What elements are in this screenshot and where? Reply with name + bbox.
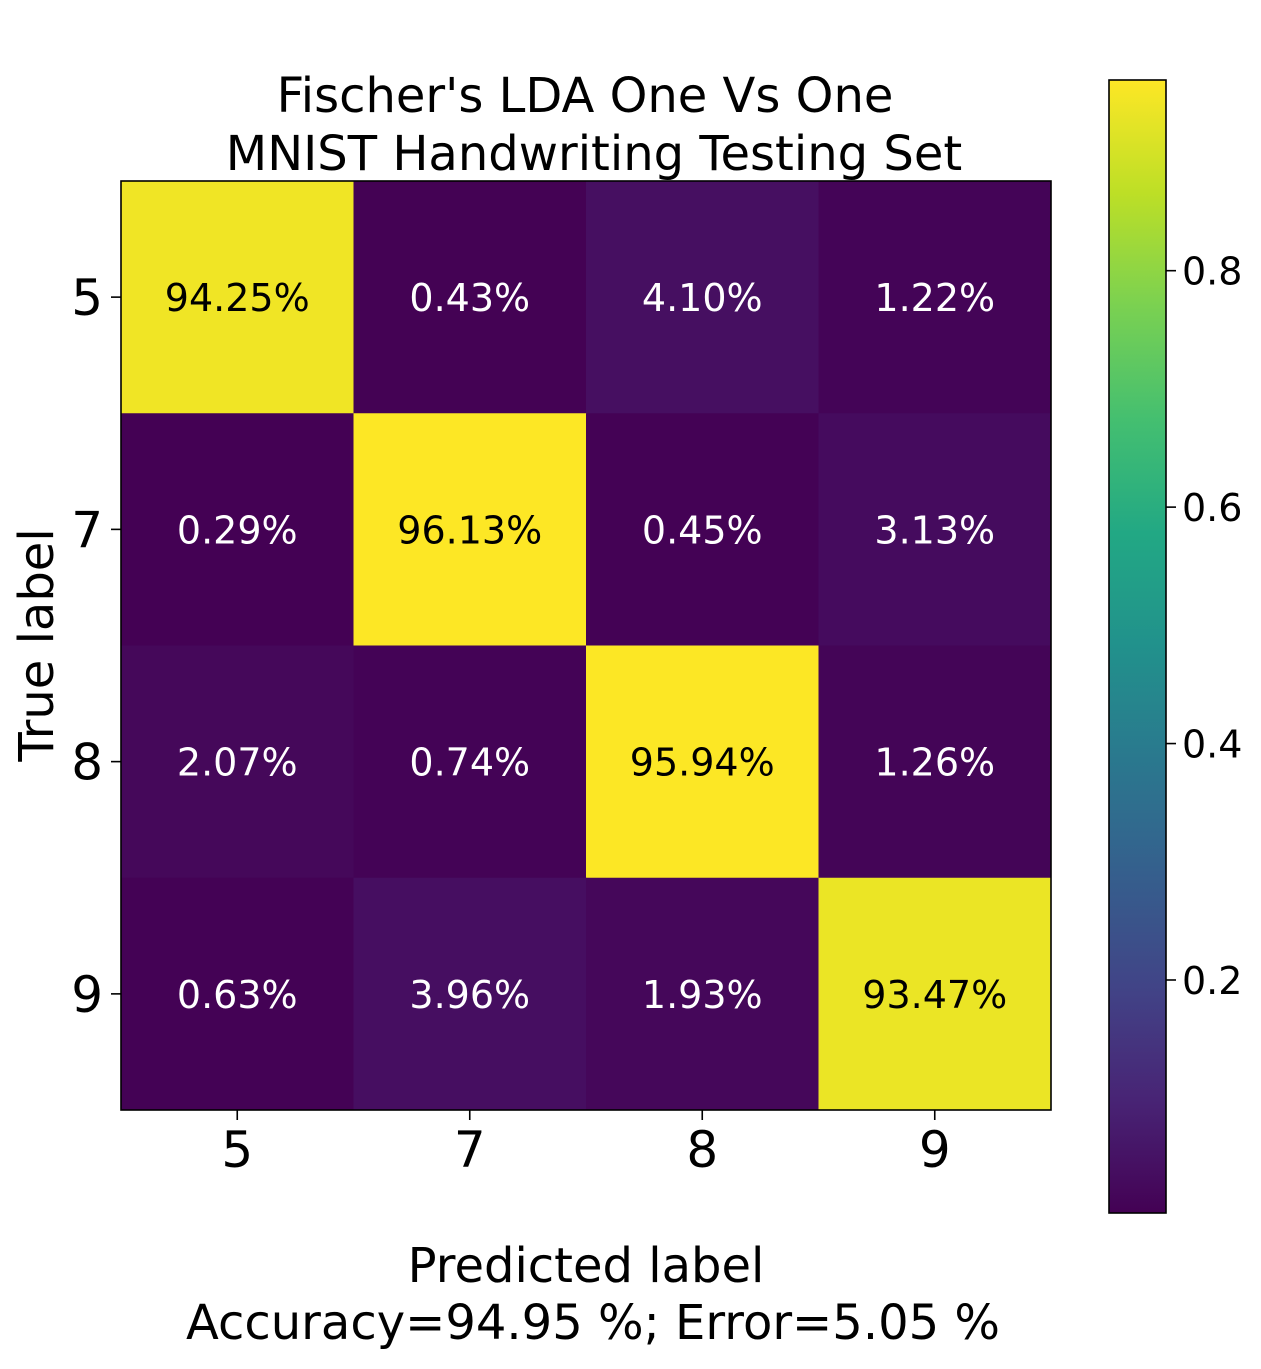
- y-axis-ticks: 5 7 8 9: [71, 269, 121, 1024]
- colorbar-tick-label-0: 0.2: [1182, 959, 1242, 1003]
- heatmap-cell-r3-c3: [818, 877, 1052, 1111]
- heatmap-cells: [121, 181, 1052, 1111]
- x-tick-label-7: 7: [454, 1121, 486, 1179]
- heatmap-cell-r0-c2: [586, 181, 819, 414]
- x-tick-label-8: 8: [686, 1121, 718, 1179]
- heatmap-cell-r0-c0: [121, 181, 354, 414]
- y-axis-label: True label: [9, 528, 65, 762]
- cell-label-r1-c2: 0.45%: [642, 508, 763, 552]
- chart-title-line-2: MNIST Handwriting Testing Set: [226, 126, 962, 182]
- cell-label-r0-c1: 0.43%: [409, 276, 530, 320]
- cell-label-r2-c3: 1.26%: [874, 741, 995, 785]
- cell-label-r3-c1: 3.96%: [409, 973, 530, 1017]
- heatmap-cell-r3-c2: [586, 877, 819, 1111]
- heatmap-cell-r3-c0: [121, 877, 354, 1111]
- colorbar-tick-label-2: 0.6: [1182, 486, 1242, 530]
- cell-label-r1-c3: 3.13%: [874, 508, 995, 552]
- heatmap-cell-r1-c3: [818, 413, 1052, 646]
- cell-label-r2-c0: 2.07%: [177, 741, 298, 785]
- heatmap-cell-r0-c3: [818, 181, 1052, 414]
- cell-label-r0-c3: 1.22%: [874, 276, 995, 320]
- cell-label-r1-c0: 0.29%: [177, 508, 298, 552]
- y-tick-label-9: 9: [71, 966, 103, 1024]
- cell-label-r3-c3: 93.47%: [862, 973, 1007, 1017]
- cell-label-r0-c2: 4.10%: [642, 276, 763, 320]
- cell-label-r2-c2: 95.94%: [630, 741, 775, 785]
- heatmap-cell-r2-c2: [586, 645, 819, 879]
- y-tick-label-7: 7: [71, 501, 103, 559]
- x-tick-label-5: 5: [221, 1121, 253, 1179]
- y-tick-label-8: 8: [71, 734, 103, 792]
- y-tick-label-5: 5: [71, 269, 103, 327]
- cell-label-r3-c2: 1.93%: [642, 973, 763, 1017]
- chart-title-line-1: Fischer's LDA One Vs One: [277, 68, 894, 124]
- heatmap-cell-r2-c0: [121, 645, 354, 879]
- colorbar-frame: [1108, 79, 1167, 1214]
- cell-label-r3-c0: 0.63%: [177, 973, 298, 1017]
- heatmap-cell-labels: 94.25% 0.43% 4.10% 1.22% 0.29% 96.13% 0.45% 3.1…: [165, 276, 1007, 1017]
- x-tick-label-9: 9: [919, 1121, 951, 1179]
- colorbar-ticks: 0.2 0.4 0.6 0.8: [1166, 250, 1242, 1003]
- colorbar-tick-label-3: 0.8: [1182, 250, 1242, 294]
- cell-label-r1-c1: 96.13%: [397, 508, 542, 552]
- heatmap-cell-r1-c2: [586, 413, 819, 646]
- colorbar-tick-label-1: 0.4: [1182, 723, 1242, 767]
- plot-frame: [120, 180, 1052, 1111]
- heatmap-cell-r3-c1: [353, 877, 587, 1111]
- accuracy-error-footer: Accuracy=94.95 %; Error=5.05 %: [186, 1295, 1000, 1351]
- heatmap-cell-r2-c3: [818, 645, 1052, 879]
- heatmap-cell-r0-c1: [353, 181, 587, 414]
- colorbar-gradient: [1109, 80, 1166, 1213]
- x-axis-ticks: 5 7 8 9: [221, 1110, 951, 1179]
- cell-label-r2-c1: 0.74%: [409, 741, 530, 785]
- heatmap-cell-r1-c0: [121, 413, 354, 646]
- heatmap-cell-r1-c1: [353, 413, 587, 646]
- heatmap-cell-r2-c1: [353, 645, 587, 879]
- x-axis-label: Predicted label: [408, 1238, 765, 1294]
- cell-label-r0-c0: 94.25%: [165, 276, 310, 320]
